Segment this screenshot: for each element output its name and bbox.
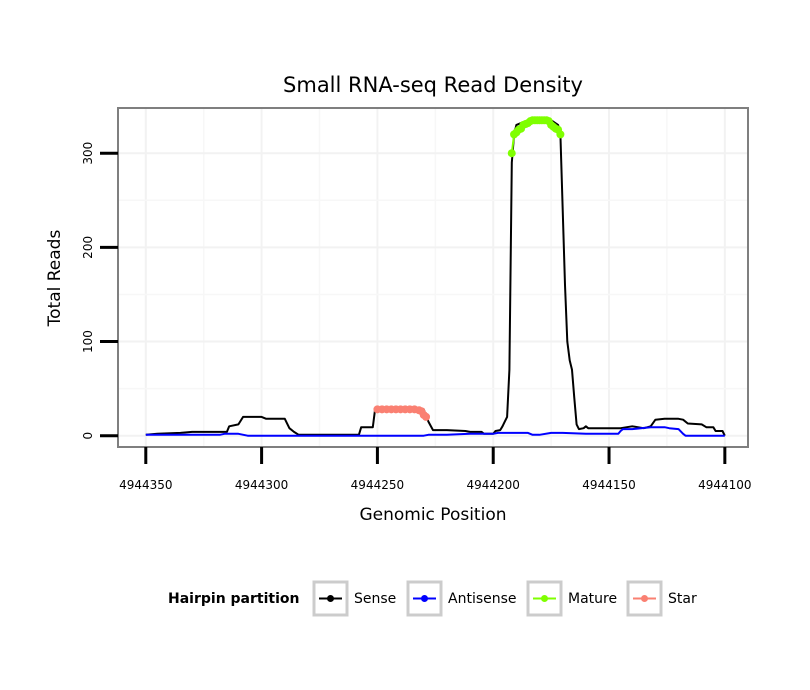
x-tick-label: 4944250 xyxy=(351,478,404,492)
legend-item-star: Star xyxy=(626,580,697,617)
series-line-antisense xyxy=(145,426,725,437)
y-tick-label: 200 xyxy=(81,236,95,259)
chart-title: Small RNA-seq Read Density xyxy=(283,73,583,97)
legend-key-point xyxy=(641,595,648,602)
plot-series xyxy=(145,116,726,437)
legend-title: Hairpin partition xyxy=(168,591,299,607)
data-point-mature xyxy=(507,149,516,158)
y-tick-label: 100 xyxy=(81,330,95,353)
legend-key-point xyxy=(421,595,428,602)
legend-item-antisense: Antisense xyxy=(406,580,517,617)
x-tick-label: 4944100 xyxy=(698,478,751,492)
legend-item-mature: Mature xyxy=(526,580,617,617)
x-tick-label: 4944150 xyxy=(582,478,635,492)
legend-key-point xyxy=(541,595,548,602)
legend: Hairpin partition Sense Antisense Mature St… xyxy=(168,580,697,617)
x-tick-label: 4944200 xyxy=(466,478,519,492)
y-tick-label: 0 xyxy=(81,432,95,440)
series-mature xyxy=(507,116,565,158)
y-tick-label: 300 xyxy=(81,142,95,165)
plot-grid xyxy=(118,108,748,447)
x-axis-title: Genomic Position xyxy=(359,505,506,525)
x-axis: 4944350 4944300 4944250 4944200 4944150 49441… xyxy=(119,447,752,492)
series-antisense xyxy=(145,426,725,437)
series-star xyxy=(373,405,431,421)
data-point-star xyxy=(422,412,431,421)
legend-label: Mature xyxy=(568,591,617,607)
y-axis-title: Total Reads xyxy=(45,230,65,328)
data-point-mature xyxy=(556,130,565,139)
legend-label: Star xyxy=(668,591,697,607)
legend-label: Antisense xyxy=(448,591,517,607)
y-axis: 0 100 200 300 xyxy=(81,142,118,440)
legend-item-sense: Sense xyxy=(312,580,396,617)
legend-label: Sense xyxy=(354,591,396,607)
plot-panel-border xyxy=(117,107,749,448)
legend-key-point xyxy=(327,595,334,602)
x-tick-label: 4944300 xyxy=(235,478,288,492)
x-tick-label: 4944350 xyxy=(119,478,172,492)
